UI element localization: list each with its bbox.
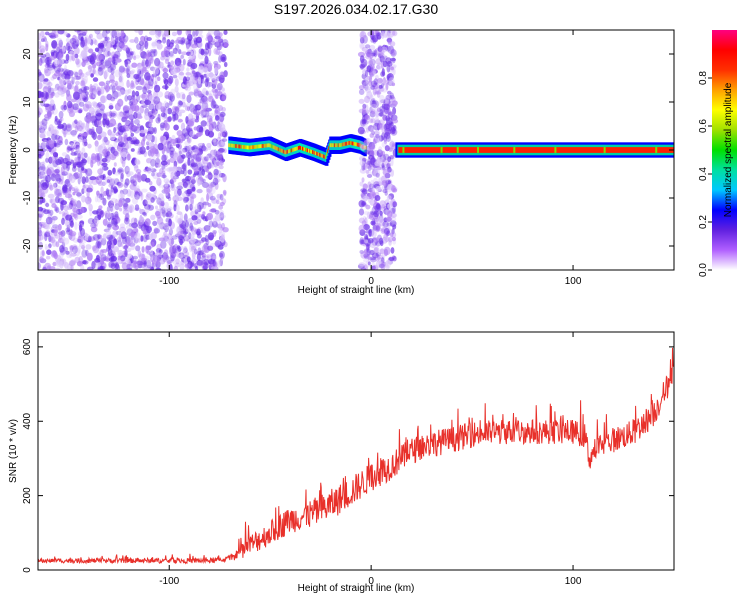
snr-y-tick-label: 400: [22, 412, 33, 429]
snr-x-tick-label: -100: [159, 576, 179, 587]
snr-x-tick-label: 0: [368, 576, 374, 587]
snr-frame: [37, 331, 675, 571]
wavy-line-feature: [228, 134, 367, 166]
colorbar-tick-label: 0.2: [698, 215, 709, 229]
noise-region: [357, 30, 399, 270]
colorbar-label: Normalized spectral amplitude: [723, 82, 734, 217]
noise-region: [38, 30, 229, 270]
figure-title: S197.2026.034.02.17.G30: [274, 1, 438, 17]
spectrogram-y-tick-label: -20: [22, 238, 33, 253]
snr-panel: -100 0 100 0 200 400 600 Height of straight li…: [8, 331, 675, 594]
colorbar-tick-label: 0.4: [698, 167, 709, 181]
colorbar-gradient: [712, 30, 737, 270]
colorbar-tick-label: 0.6: [698, 119, 709, 133]
spectrogram-y-tick-label: 0: [22, 147, 33, 153]
snr-y-label: SNR (10 * v/v): [8, 419, 19, 483]
colorbar-ticks: 0.0 0.2 0.4 0.6 0.8: [698, 71, 712, 277]
spectrogram-y-tick-label: -10: [22, 190, 33, 205]
snr-x-tick-label: 100: [565, 576, 582, 587]
colorbar: 0.0 0.2 0.4 0.6 0.8 Normalized spectral ampl…: [698, 30, 737, 277]
steady-line-feature: [395, 142, 674, 158]
snr-x-label: Height of straight line (km): [298, 583, 415, 594]
spectrogram-image: [38, 30, 674, 270]
colorbar-tick-label: 0.0: [698, 263, 709, 277]
snr-series-line: [38, 347, 674, 565]
snr-y-tick-label: 200: [22, 487, 33, 504]
spectrogram-y-label: Frequency (Hz): [8, 116, 19, 185]
spectrogram-x-tick-label: -100: [159, 276, 179, 287]
snr-ticks: -100 0 100 0 200 400 600: [22, 332, 674, 587]
spectrogram-x-tick-label: 100: [565, 276, 582, 287]
spectrogram-x-tick-label: 0: [368, 276, 374, 287]
colorbar-tick-label: 0.8: [698, 71, 709, 85]
spectrogram-y-tick-label: 20: [22, 48, 33, 60]
snr-y-tick-label: 600: [22, 338, 33, 355]
snr-y-tick-label: 0: [22, 567, 33, 573]
spectrogram-y-tick-label: 10: [22, 96, 33, 108]
spectrogram-x-label: Height of straight line (km): [298, 285, 415, 296]
